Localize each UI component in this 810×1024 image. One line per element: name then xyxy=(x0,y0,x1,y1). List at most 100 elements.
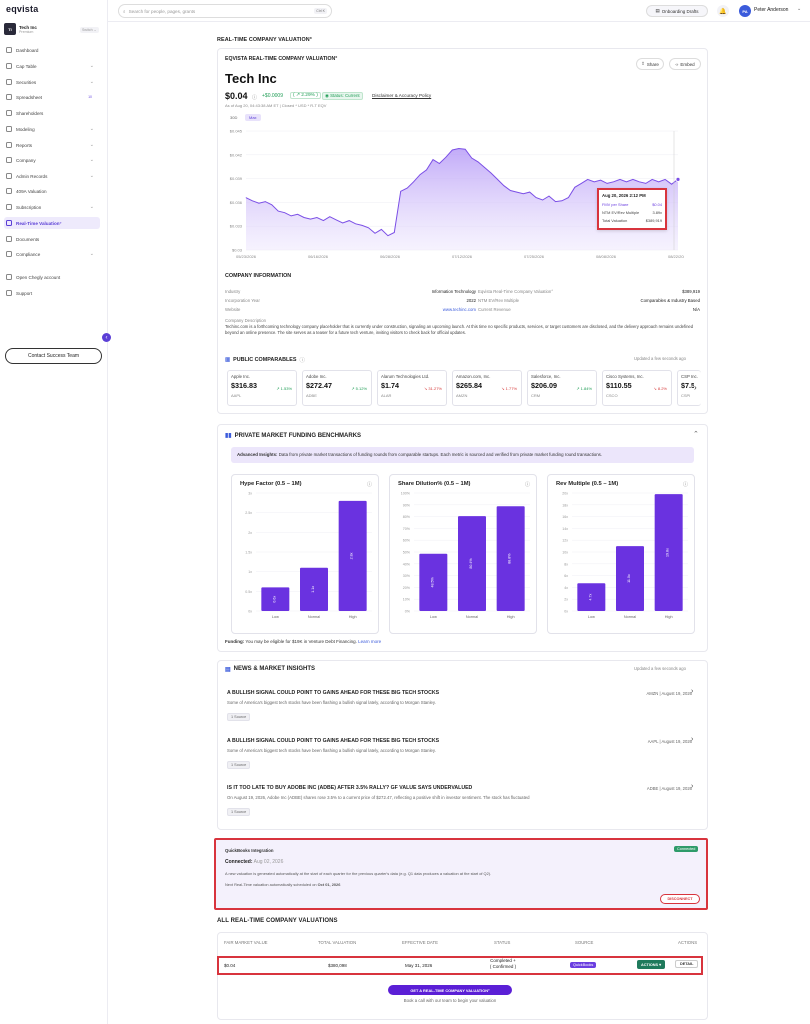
y-tick-label: 20% xyxy=(403,586,411,590)
col-source: SOURCE xyxy=(575,940,594,945)
news-source-badge[interactable]: 1 Source xyxy=(227,713,251,721)
sidebar-item-modeling[interactable]: Modeling ⌄ xyxy=(4,123,100,135)
description-label: Company Description xyxy=(225,318,267,323)
data-point xyxy=(490,172,492,174)
info-icon[interactable]: ⓘ xyxy=(252,95,258,101)
valuation-icon xyxy=(6,188,12,194)
tooltip-date: Aug 20, 2026 2:12 PM xyxy=(602,193,646,198)
sidebar-item-409a-valuation[interactable]: 409A Valuation xyxy=(4,185,100,197)
info-icon[interactable]: ⓘ xyxy=(682,482,688,488)
disconnect-button[interactable]: DISCONNECT xyxy=(660,894,700,904)
sidebar-item-compliance[interactable]: Compliance ⌄ xyxy=(4,248,100,260)
data-point xyxy=(497,179,498,180)
chevron-down-icon[interactable]: ⌄ xyxy=(89,251,94,257)
search-input[interactable]: ⌕ Search for people, pages, grants Ctrl … xyxy=(118,4,332,18)
comparable-card[interactable]: CSP Inc. $7.5 CSPI xyxy=(677,370,701,406)
bar xyxy=(338,500,367,611)
disclaimer-link[interactable]: Disclaimer & Accuracy Policy xyxy=(372,93,432,98)
info-icon[interactable]: ⓘ xyxy=(524,482,530,488)
collapse-chevron-icon[interactable]: ⌃ xyxy=(693,431,699,438)
chevron-right-icon[interactable]: › xyxy=(691,736,694,743)
notifications-bell-icon[interactable]: 🔔 xyxy=(717,5,729,17)
sidebar-item-real-time-valuation[interactable]: Real-Time Valuation° xyxy=(4,217,100,229)
bar xyxy=(616,546,644,611)
news-item[interactable]: A BULLISH SIGNAL COULD POINT TO GAINS AH… xyxy=(227,690,697,723)
data-point xyxy=(310,218,311,220)
sidebar-item-support[interactable]: Support xyxy=(4,287,100,299)
app-logo[interactable]: eqvista xyxy=(6,4,39,14)
chevron-down-icon[interactable]: ⌄ xyxy=(89,126,94,132)
sidebar-item-label: Documents xyxy=(16,236,40,242)
sidebar-item-documents[interactable]: Documents xyxy=(4,233,100,245)
data-point xyxy=(613,181,614,183)
onboarding-drafts-button[interactable]: ▤ Onboarding Drafts xyxy=(646,5,708,17)
chevron-down-icon[interactable]: ⌄ xyxy=(89,63,94,69)
sidebar-item-label: Subscription xyxy=(16,204,42,210)
valuation-area-chart[interactable]: $0.045 $0.042 $0.039 $0.036 $0.033 $0.0305/23… xyxy=(222,123,684,261)
user-name[interactable]: Peter Anderson xyxy=(754,7,789,13)
valuation-header: EQVISTA REAL-TIME COMPANY VALUATION° xyxy=(225,56,338,62)
sidebar-item-cap-table[interactable]: Cap Table ⌄ xyxy=(4,60,100,72)
chevron-right-icon[interactable]: › xyxy=(691,688,694,695)
chevron-down-icon[interactable]: ⌄ xyxy=(89,173,94,179)
news-item[interactable]: IS IT TOO LATE TO BUY ADOBE INC (ADBE) A… xyxy=(227,785,697,818)
data-point xyxy=(316,217,318,218)
collapse-sidebar-icon[interactable]: ‹ xyxy=(102,333,111,342)
detail-button[interactable]: DETAIL xyxy=(675,960,699,968)
comparable-card[interactable]: Apple Inc. $316.83 AAPL ↗ 1.53% xyxy=(227,370,297,406)
sidebar-item-subscription[interactable]: Subscription ⌄ xyxy=(4,201,100,213)
chevron-down-icon[interactable]: ⌄ xyxy=(89,142,94,148)
chevron-down-icon[interactable]: ⌄ xyxy=(89,204,94,210)
comparable-card[interactable]: Adobe Inc. $272.47 ADBE ↗ 5.12% xyxy=(302,370,372,406)
comparable-card[interactable]: Salesforce, Inc. $206.09 CRM ↗ 1.84% xyxy=(527,370,597,406)
news-source-badge[interactable]: 1 Source xyxy=(227,761,251,769)
data-point xyxy=(516,191,518,193)
company-selector[interactable]: TI Tech Inc Premium xyxy=(4,20,104,38)
company-plan: Premium xyxy=(19,29,34,34)
sidebar-item-reports[interactable]: Reports ⌄ xyxy=(4,139,100,151)
get-valuation-button[interactable]: GET A REAL-TIME COMPANY VALUATION° xyxy=(388,985,512,995)
chevron-down-icon[interactable]: ⌄ xyxy=(89,157,94,163)
modeling-icon xyxy=(6,126,12,132)
y-tick-label: 1x xyxy=(248,570,252,574)
as-of-text: As of Aug 20, 04:43:38 AM ET | Closed * … xyxy=(225,103,327,108)
sidebar-item-shareholders[interactable]: Shareholders xyxy=(4,107,100,119)
news-source-badge[interactable]: 1 Source xyxy=(227,808,251,816)
sidebar-item-open-chegly-account[interactable]: Open Chegly account xyxy=(4,271,100,283)
chevron-down-icon[interactable]: ⌄ xyxy=(797,6,802,12)
contact-success-team-button[interactable]: Contact Success Team xyxy=(5,348,102,364)
learn-more-link[interactable]: Learn more xyxy=(358,639,382,644)
y-tick-label: 10x xyxy=(562,551,568,555)
sidebar-item-securities[interactable]: Securities ⌄ xyxy=(4,76,100,88)
sidebar-item-company[interactable]: Company ⌄ xyxy=(4,154,100,166)
data-point xyxy=(271,204,273,206)
quickbooks-title: QuickBooks Integration xyxy=(225,848,274,853)
data-point xyxy=(323,220,324,221)
embed-button[interactable]: ‹› Embed xyxy=(669,58,701,70)
chevron-down-icon[interactable]: ⌄ xyxy=(89,79,94,85)
news-updated: Updated a few seconds ago xyxy=(634,666,686,671)
data-point xyxy=(329,216,331,217)
bar xyxy=(419,553,448,611)
range-tab-30d[interactable]: 30D xyxy=(230,115,238,120)
document-icon: ▤ xyxy=(655,8,660,13)
sidebar-item-spreadsheet[interactable]: Spreadsheet 10 xyxy=(4,91,100,103)
actions-dropdown[interactable]: ACTIONS ▾ xyxy=(637,960,666,969)
user-avatar[interactable]: PA xyxy=(739,5,751,17)
sidebar-item-admin-records[interactable]: Admin Records ⌄ xyxy=(4,170,100,182)
share-button[interactable]: ⇪ Share xyxy=(636,58,664,70)
chevron-right-icon[interactable]: › xyxy=(694,383,697,392)
range-tab-max[interactable]: Max xyxy=(245,114,261,121)
info-icon[interactable]: ⓘ xyxy=(366,482,372,488)
data-point xyxy=(477,161,479,163)
news-item[interactable]: A BULLISH SIGNAL COULD POINT TO GAINS AH… xyxy=(227,738,697,771)
sidebar-item-dashboard[interactable]: Dashboard xyxy=(4,44,100,56)
switch-company-button[interactable]: Switch ⌄ xyxy=(80,27,99,33)
comparable-card[interactable]: Amazon.com, Inc. $265.84 AMZN ↘ 1.77% xyxy=(452,370,522,406)
comparable-card[interactable]: Cisco Systems, Inc. $110.55 CSCO ↘ 8.2% xyxy=(602,370,672,406)
news-headline: A BULLISH SIGNAL COULD POINT TO GAINS AH… xyxy=(227,690,440,696)
table-row[interactable] xyxy=(217,956,703,975)
website-link[interactable]: www.techinc.com xyxy=(442,307,476,312)
chevron-right-icon[interactable]: › xyxy=(691,783,694,790)
comparable-card[interactable]: Alarum Technologies Ltd. $1.74 ALAR ↘ 31.27… xyxy=(377,370,447,406)
